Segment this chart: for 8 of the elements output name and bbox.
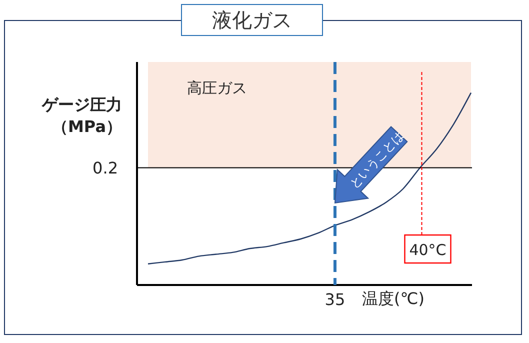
band-label: 高圧ガス — [187, 79, 247, 97]
annotation: ということは — [346, 128, 406, 191]
annotation: 40°C — [409, 241, 446, 259]
x-axis-title: 温度(℃) — [362, 289, 424, 310]
chart-title: 液化ガス — [181, 4, 323, 36]
text: 35 — [324, 290, 346, 309]
text: 0.2 — [92, 158, 118, 178]
y-axis-title: ゲージ圧力（MPa） — [40, 94, 122, 138]
